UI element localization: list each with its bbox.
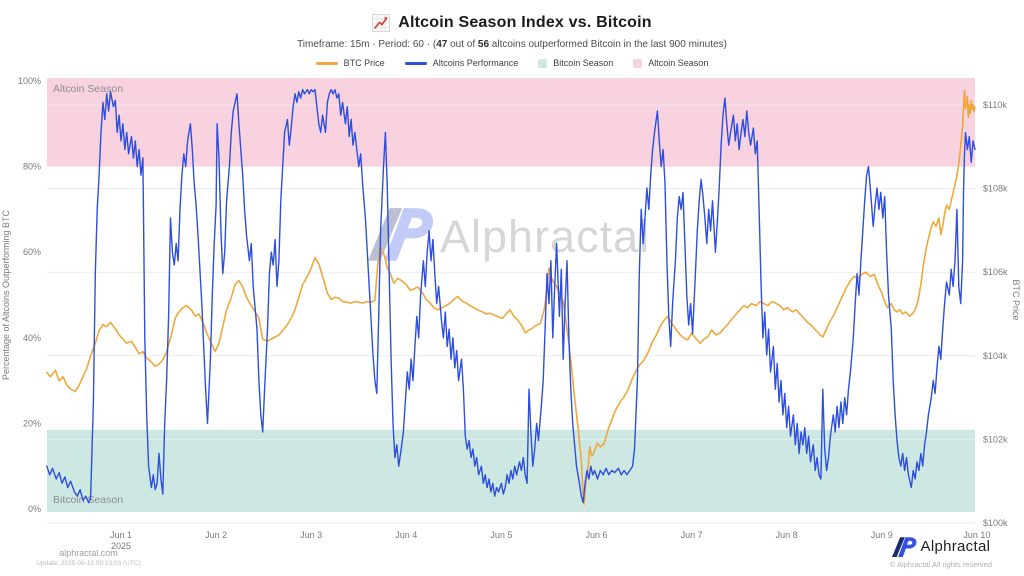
x-tick-label: Jun 4 bbox=[395, 530, 417, 540]
legend-label: Altcoins Performance bbox=[432, 58, 519, 68]
x-tick-label: Jun 10 bbox=[963, 530, 990, 540]
copyright-text: © Alphractal All rights reserved bbox=[889, 560, 992, 569]
altcoin-season-band bbox=[47, 78, 975, 167]
altcoin-total-count: 56 bbox=[477, 39, 490, 50]
legend-swatch-icon bbox=[315, 61, 338, 65]
legend-label: BTC Price bbox=[343, 58, 385, 68]
y-left-tick-label: 60% bbox=[23, 247, 41, 257]
y-right-tick-label: $102k bbox=[983, 434, 1008, 444]
legend-swatch-icon bbox=[404, 61, 427, 65]
x-tick-label: Jun 3 bbox=[300, 530, 322, 540]
chart-subtitle: Timeframe: 15m · Period: 60 · (47 out of… bbox=[297, 39, 727, 50]
y-right-axis-title: BTC Price bbox=[1011, 279, 1021, 320]
page-title: Altcoin Season Index vs. Bitcoin bbox=[398, 14, 652, 31]
altcoins-performance-line bbox=[46, 88, 976, 504]
x-tick-sublabel: 2025 bbox=[111, 541, 131, 551]
x-tick-label: Jun 2 bbox=[205, 530, 227, 540]
x-tick-label: Jun 1 bbox=[110, 530, 132, 540]
legend-item-btc-price[interactable]: BTC Price bbox=[315, 58, 385, 68]
source-site: alphractal.com bbox=[59, 548, 118, 558]
watermark: Alphractal bbox=[368, 208, 650, 262]
y-right-tick-label: $110k bbox=[983, 100, 1007, 110]
y-left-axis-title: Percentage of Altcoins Outperforming BTC bbox=[1, 209, 11, 380]
legend-item-altcoins-performance[interactable]: Altcoins Performance bbox=[404, 58, 519, 68]
y-right-tick-label: $108k bbox=[983, 184, 1008, 194]
y-right-tick-label: $104k bbox=[983, 351, 1008, 361]
legend: BTC Price Altcoins Performance Bitcoin Sea… bbox=[0, 56, 1024, 70]
source-block: alphractal.com Update: 2025-06-10 00:13:… bbox=[26, 548, 151, 567]
watermark-text: Alphractal bbox=[440, 211, 650, 262]
outperform-count: 47 bbox=[436, 39, 448, 50]
legend-swatch-icon bbox=[538, 58, 548, 68]
legend-swatch-icon bbox=[633, 58, 643, 68]
x-tick-label: Jun 8 bbox=[776, 530, 798, 540]
x-tick-label: Jun 7 bbox=[681, 530, 703, 540]
update-timestamp: Update: 2025-06-10 00:13:03 (UTC) bbox=[36, 560, 141, 567]
watermark-logo-a bbox=[368, 208, 403, 261]
altcoin-season-label: Altcoin Season bbox=[53, 83, 123, 95]
chart-up-icon bbox=[372, 14, 391, 32]
x-tick-label: Jun 6 bbox=[585, 530, 607, 540]
y-left-tick-label: 20% bbox=[23, 418, 41, 428]
brand-block: Alphractal © Alphractal All rights reser… bbox=[890, 536, 992, 569]
btc-price-line bbox=[46, 89, 976, 505]
legend-item-altcoin-season[interactable]: Altcoin Season bbox=[633, 58, 708, 68]
legend-label: Bitcoin Season bbox=[553, 58, 614, 68]
watermark-logo-icon bbox=[368, 208, 434, 261]
watermark-logo-p bbox=[384, 208, 434, 261]
x-tick-label: Jun 5 bbox=[490, 530, 512, 540]
y-left-tick-label: 100% bbox=[18, 76, 41, 86]
y-right-tick-label: $100k bbox=[983, 518, 1008, 528]
legend-item-bitcoin-season[interactable]: Bitcoin Season bbox=[538, 58, 613, 68]
y-left-tick-label: 80% bbox=[23, 162, 41, 172]
legend-label: Altcoin Season bbox=[648, 58, 709, 68]
y-right-tick-label: $106k bbox=[983, 267, 1008, 277]
brand-name: Alphractal bbox=[920, 538, 991, 555]
x-tick-label: Jun 9 bbox=[871, 530, 893, 540]
alphractal-logo-icon bbox=[891, 537, 916, 557]
y-left-tick-label: 40% bbox=[23, 333, 41, 343]
y-left-tick-label: 0% bbox=[28, 504, 41, 514]
header: Altcoin Season Index vs. Bitcoin bbox=[0, 12, 1024, 34]
